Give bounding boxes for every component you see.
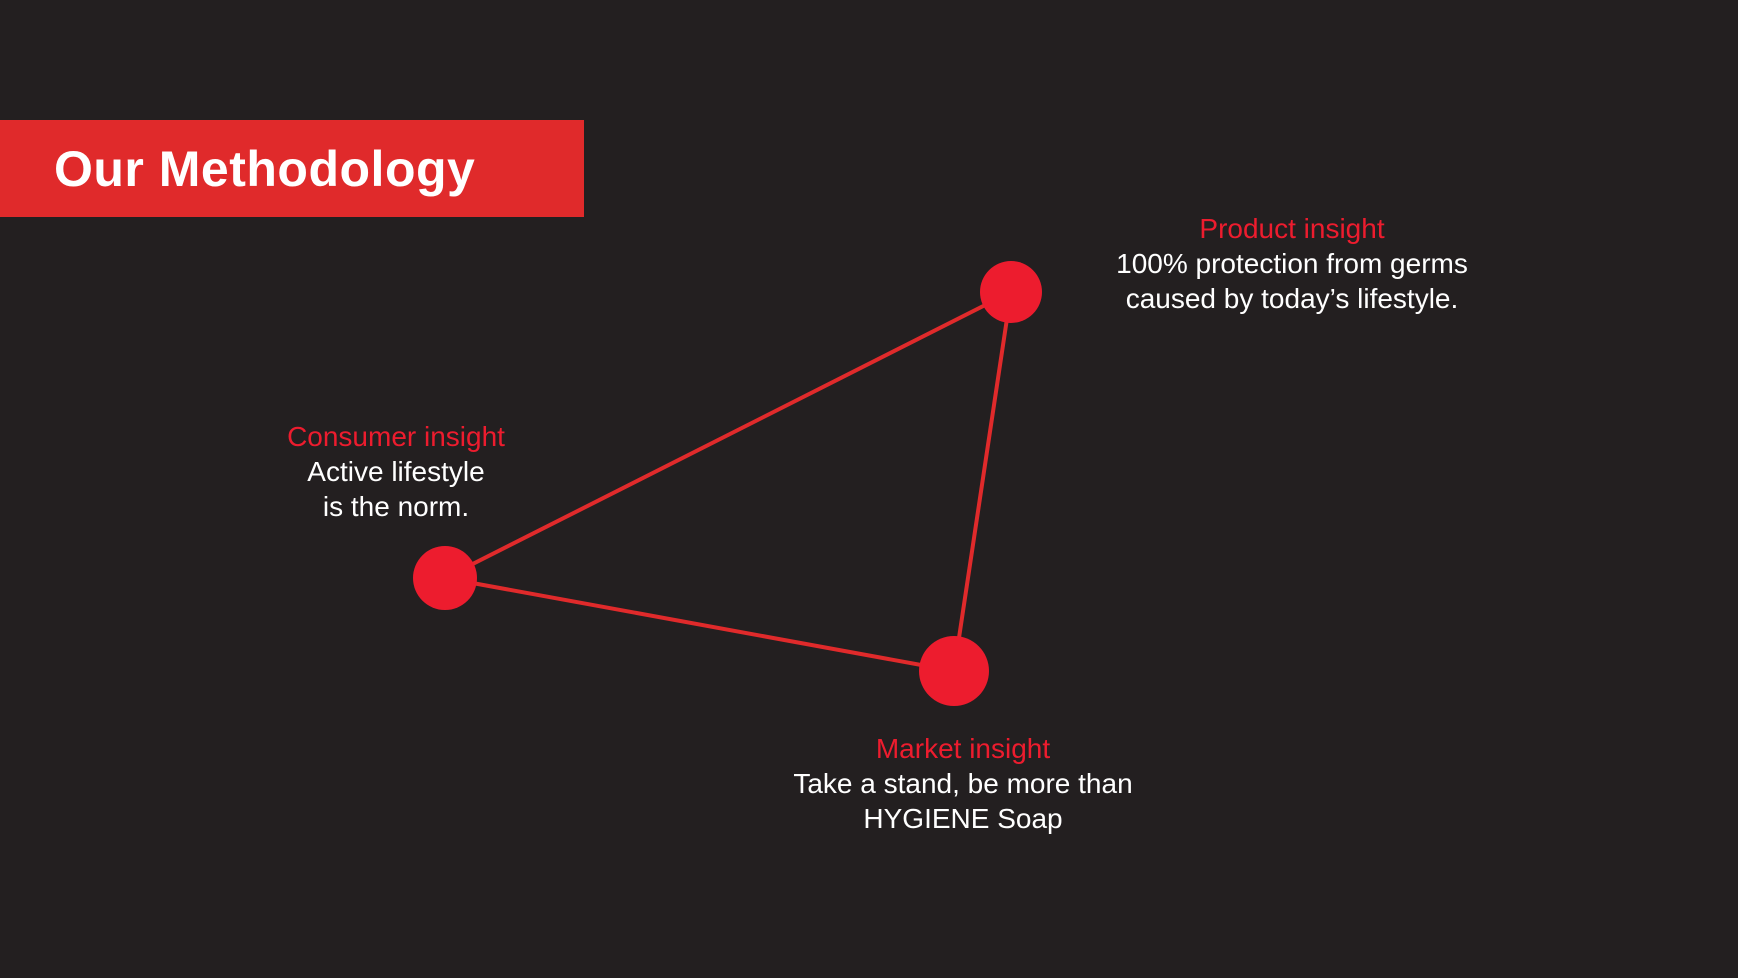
market-insight-line-1: Take a stand, be more than — [793, 768, 1133, 799]
edge-market-consumer — [444, 576, 955, 673]
node-market — [919, 636, 989, 706]
product-insight-label: Product insight 100% protection from ger… — [1042, 211, 1542, 316]
product-insight-line-1: 100% protection from germs — [1116, 248, 1468, 279]
market-insight-line-2: HYGIENE Soap — [863, 803, 1063, 834]
node-product — [980, 261, 1042, 323]
page-title: Our Methodology — [54, 140, 476, 197]
consumer-insight-line-1: Active lifestyle — [307, 456, 485, 487]
consumer-insight-label: Consumer insight Active lifestyle is the… — [196, 419, 596, 524]
node-consumer — [413, 546, 477, 610]
market-insight-label: Market insight Take a stand, be more tha… — [713, 731, 1213, 836]
market-insight-heading: Market insight — [875, 733, 1051, 764]
title-banner: Our Methodology — [0, 120, 584, 217]
product-insight-line-2: caused by today’s lifestyle. — [1125, 283, 1459, 314]
consumer-insight-heading: Consumer insight — [287, 421, 505, 452]
edge-product-market — [952, 291, 1013, 672]
edge-consumer-product — [444, 290, 1012, 580]
product-insight-heading: Product insight — [1199, 213, 1385, 244]
consumer-insight-line-2: is the norm. — [322, 491, 470, 522]
